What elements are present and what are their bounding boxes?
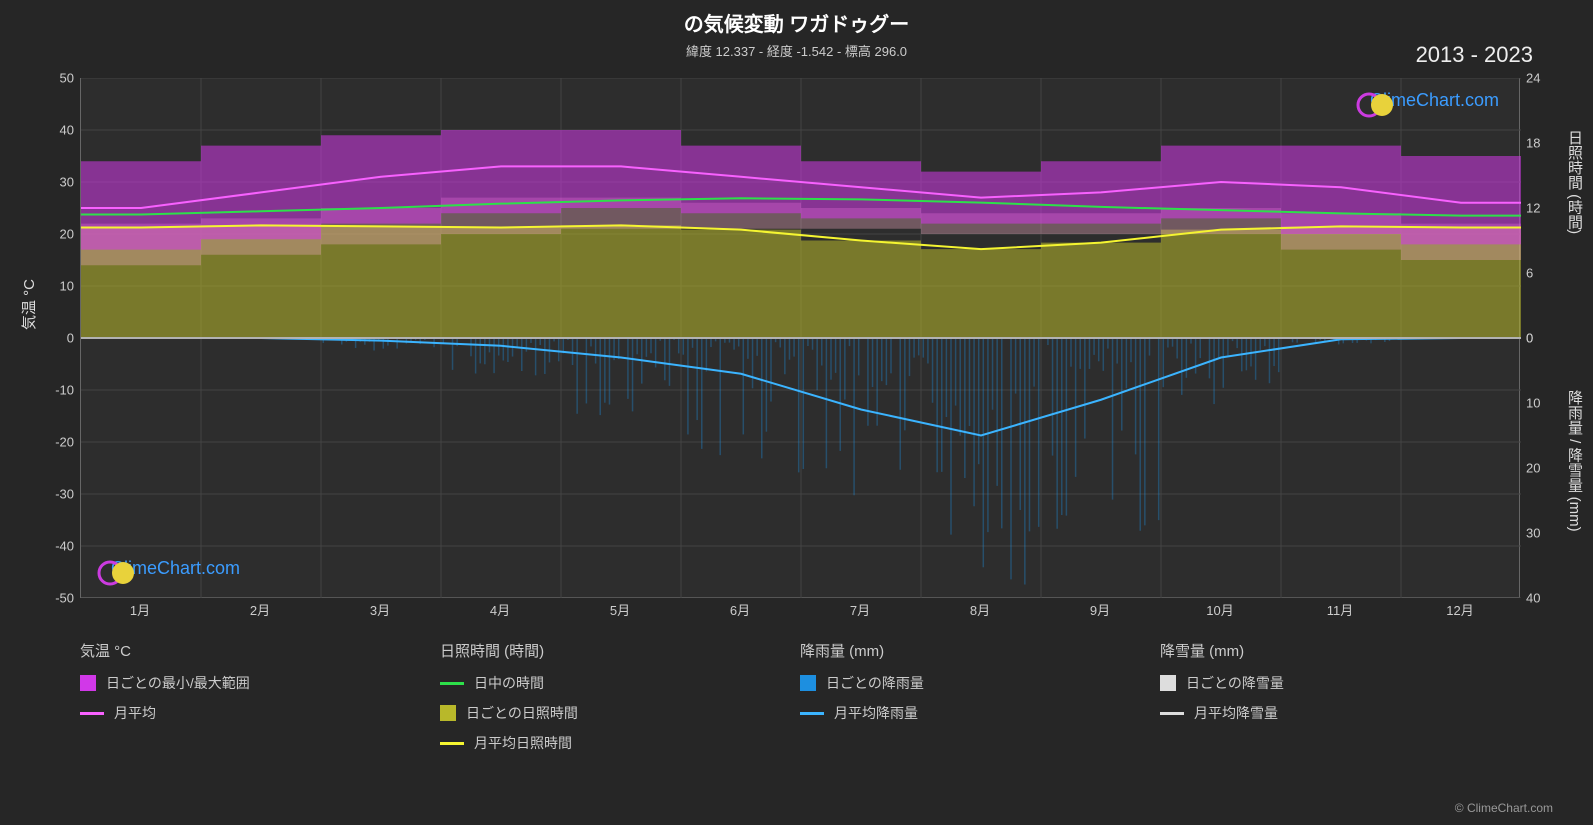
legend-swatch (80, 675, 96, 691)
y-left-tick: 50 (60, 71, 74, 86)
y-left-tick: -40 (55, 539, 74, 554)
x-tick: 10月 (1206, 600, 1233, 619)
plot-svg (81, 78, 1521, 598)
year-range: 2013 - 2023 (1416, 42, 1533, 68)
legend-swatch (800, 675, 816, 691)
y-right-lower-tick: 0 (1526, 331, 1533, 346)
legend-label: 日中の時間 (474, 673, 544, 693)
legend-item: 日ごとの降雨量 (800, 673, 1160, 693)
legend-label: 月平均 (114, 703, 156, 723)
y-left-tick: 30 (60, 175, 74, 190)
credit: © ClimeChart.com (1455, 801, 1553, 815)
legend-header: 日照時間 (時間) (440, 640, 800, 661)
legend-label: 日ごとの日照時間 (466, 703, 578, 723)
rain-streaks (323, 338, 1389, 585)
legend-line-icon (1160, 712, 1184, 715)
legend-swatch (1160, 675, 1176, 691)
legend-item: 日ごとの最小/最大範囲 (80, 673, 440, 693)
legend-item: 日中の時間 (440, 673, 800, 693)
x-tick: 6月 (730, 600, 750, 619)
y-right-lower-ticks: 010203040 (1522, 78, 1560, 598)
chart-title: の気候変動 ワガドゥグー (0, 0, 1593, 37)
y-left-tick: -20 (55, 435, 74, 450)
x-tick: 12月 (1446, 600, 1473, 619)
y-right-upper-axis-title: 日照時間 (時間) (1564, 130, 1585, 234)
legend-label: 月平均降雪量 (1194, 703, 1278, 723)
x-tick: 1月 (130, 600, 150, 619)
y-left-tick: 40 (60, 123, 74, 138)
legend-item: 月平均日照時間 (440, 733, 800, 753)
y-left-tick: 10 (60, 279, 74, 294)
legend-header: 降雨量 (mm) (800, 640, 1160, 661)
x-tick: 11月 (1327, 600, 1354, 619)
y-right-lower-tick: 10 (1526, 396, 1540, 411)
legend: 気温 °C 日ごとの最小/最大範囲月平均 日照時間 (時間) 日中の時間日ごとの日照時… (80, 640, 1520, 763)
legend-item: 月平均降雪量 (1160, 703, 1520, 723)
legend-line-icon (800, 712, 824, 715)
y-left-tick: -10 (55, 383, 74, 398)
y-left-tick: -50 (55, 591, 74, 606)
legend-header: 降雪量 (mm) (1160, 640, 1520, 661)
plot-area: ClimeChart.com ClimeChart.com (80, 78, 1520, 598)
legend-column: 降雨量 (mm) 日ごとの降雨量月平均降雨量 (800, 640, 1160, 763)
y-left-ticks: 50403020100-10-20-30-40-50 (40, 78, 78, 598)
y-right-lower-axis-title: 降雨量 / 降雪量 (mm) (1564, 390, 1585, 532)
x-tick: 9月 (1090, 600, 1110, 619)
x-tick: 2月 (250, 600, 270, 619)
legend-column: 日照時間 (時間) 日中の時間日ごとの日照時間月平均日照時間 (440, 640, 800, 763)
legend-item: 月平均 (80, 703, 440, 723)
y-left-axis-title: 気温 °C (18, 279, 39, 330)
y-left-tick: -30 (55, 487, 74, 502)
y-right-lower-tick: 20 (1526, 461, 1540, 476)
legend-column: 降雪量 (mm) 日ごとの降雪量月平均降雪量 (1160, 640, 1520, 763)
legend-label: 日ごとの降雨量 (826, 673, 924, 693)
legend-header: 気温 °C (80, 640, 440, 661)
y-right-lower-tick: 30 (1526, 526, 1540, 541)
x-tick: 8月 (970, 600, 990, 619)
legend-swatch (440, 705, 456, 721)
x-tick: 3月 (370, 600, 390, 619)
legend-line-icon (80, 712, 104, 715)
chart-subtitle: 緯度 12.337 - 経度 -1.542 - 標高 296.0 (0, 41, 1593, 60)
legend-item: 月平均降雨量 (800, 703, 1160, 723)
legend-item: 日ごとの降雪量 (1160, 673, 1520, 693)
x-tick: 5月 (610, 600, 630, 619)
legend-label: 月平均降雨量 (834, 703, 918, 723)
y-left-tick: 0 (67, 331, 74, 346)
legend-line-icon (440, 742, 464, 745)
legend-column: 気温 °C 日ごとの最小/最大範囲月平均 (80, 640, 440, 763)
x-tick: 7月 (850, 600, 870, 619)
x-tick: 4月 (490, 600, 510, 619)
y-left-tick: 20 (60, 227, 74, 242)
legend-label: 日ごとの降雪量 (1186, 673, 1284, 693)
legend-label: 日ごとの最小/最大範囲 (106, 673, 250, 693)
legend-label: 月平均日照時間 (474, 733, 572, 753)
legend-line-icon (440, 682, 464, 685)
y-right-lower-tick: 40 (1526, 591, 1540, 606)
legend-item: 日ごとの日照時間 (440, 703, 800, 723)
